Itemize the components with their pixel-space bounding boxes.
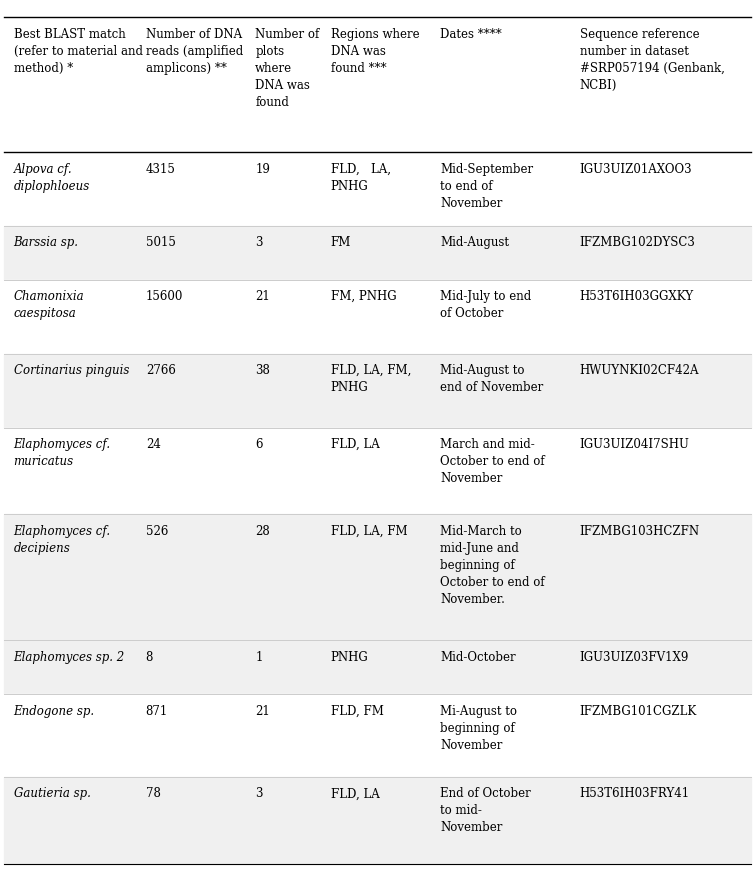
Text: 526: 526 xyxy=(146,525,168,538)
Text: Elaphomyces cf.
decipiens: Elaphomyces cf. decipiens xyxy=(14,525,111,555)
Text: Chamonixia
caespitosa: Chamonixia caespitosa xyxy=(14,290,85,321)
Text: Mid-August to
end of November: Mid-August to end of November xyxy=(440,364,544,395)
Text: 21: 21 xyxy=(255,705,270,718)
Text: FLD,   LA,
PNHG: FLD, LA, PNHG xyxy=(331,163,390,193)
Text: H53T6IH03FRY41: H53T6IH03FRY41 xyxy=(580,787,690,800)
Text: Elaphomyces cf.
muricatus: Elaphomyces cf. muricatus xyxy=(14,438,111,468)
Text: Endogone sp.: Endogone sp. xyxy=(14,705,94,718)
Text: FLD, LA, FM,
PNHG: FLD, LA, FM, PNHG xyxy=(331,364,411,395)
Bar xyxy=(4,17,751,152)
Text: March and mid-
October to end of
November: March and mid- October to end of Novembe… xyxy=(440,438,545,485)
Text: H53T6IH03GGXKY: H53T6IH03GGXKY xyxy=(580,290,694,303)
Bar xyxy=(4,226,751,280)
Bar xyxy=(4,777,751,864)
Text: IFZMBG102DYSC3: IFZMBG102DYSC3 xyxy=(580,236,695,249)
Text: 21: 21 xyxy=(255,290,270,303)
Text: Barssia sp.: Barssia sp. xyxy=(14,236,79,249)
Text: Alpova cf.
diplophloeus: Alpova cf. diplophloeus xyxy=(14,163,90,193)
Text: End of October
to mid-
November: End of October to mid- November xyxy=(440,787,531,834)
Text: Mi-August to
beginning of
November: Mi-August to beginning of November xyxy=(440,705,517,752)
Text: Best BLAST match
(refer to material and
method) *: Best BLAST match (refer to material and … xyxy=(14,28,143,75)
Text: Mid-March to
mid-June and
beginning of
October to end of
November.: Mid-March to mid-June and beginning of O… xyxy=(440,525,545,606)
Text: 2766: 2766 xyxy=(146,364,176,377)
Bar xyxy=(4,640,751,694)
Text: PNHG: PNHG xyxy=(331,651,368,664)
Text: 5015: 5015 xyxy=(146,236,176,249)
Bar xyxy=(4,514,751,640)
Bar xyxy=(4,280,751,354)
Bar xyxy=(4,428,751,514)
Text: FLD, LA, FM: FLD, LA, FM xyxy=(331,525,407,538)
Bar xyxy=(4,152,751,226)
Text: FLD, LA: FLD, LA xyxy=(331,787,380,800)
Text: Number of DNA
reads (amplified
amplicons) **: Number of DNA reads (amplified amplicons… xyxy=(146,28,243,75)
Text: 4315: 4315 xyxy=(146,163,176,176)
Text: 8: 8 xyxy=(146,651,153,664)
Text: Elaphomyces sp. 2: Elaphomyces sp. 2 xyxy=(14,651,125,664)
Text: Mid-September
to end of
November: Mid-September to end of November xyxy=(440,163,533,209)
Text: 15600: 15600 xyxy=(146,290,183,303)
Text: 24: 24 xyxy=(146,438,161,451)
Text: 1: 1 xyxy=(255,651,263,664)
Text: IGU3UIZ01AXOO3: IGU3UIZ01AXOO3 xyxy=(580,163,692,176)
Text: FLD, FM: FLD, FM xyxy=(331,705,384,718)
Text: HWUYNKI02CF42A: HWUYNKI02CF42A xyxy=(580,364,699,377)
Text: 871: 871 xyxy=(146,705,168,718)
Text: Number of
plots
where
DNA was
found: Number of plots where DNA was found xyxy=(255,28,319,109)
Text: 38: 38 xyxy=(255,364,270,377)
Text: Sequence reference
number in dataset
#SRP057194 (Genbank,
NCBI): Sequence reference number in dataset #SR… xyxy=(580,28,725,92)
Text: FLD, LA: FLD, LA xyxy=(331,438,380,451)
Text: Mid-July to end
of October: Mid-July to end of October xyxy=(440,290,532,321)
Text: IGU3UIZ03FV1X9: IGU3UIZ03FV1X9 xyxy=(580,651,689,664)
Text: Gautieria sp.: Gautieria sp. xyxy=(14,787,91,800)
Text: Mid-August: Mid-August xyxy=(440,236,509,249)
Text: 3: 3 xyxy=(255,236,263,249)
Text: 3: 3 xyxy=(255,787,263,800)
Text: Mid-October: Mid-October xyxy=(440,651,516,664)
Text: 6: 6 xyxy=(255,438,263,451)
Text: Cortinarius pinguis: Cortinarius pinguis xyxy=(14,364,129,377)
Bar xyxy=(4,694,751,777)
Text: IFZMBG101CGZLK: IFZMBG101CGZLK xyxy=(580,705,697,718)
Text: Regions where
DNA was
found ***: Regions where DNA was found *** xyxy=(331,28,419,75)
Text: IFZMBG103HCZFN: IFZMBG103HCZFN xyxy=(580,525,700,538)
Text: FM: FM xyxy=(331,236,351,249)
Text: 28: 28 xyxy=(255,525,270,538)
Text: IGU3UIZ04I7SHU: IGU3UIZ04I7SHU xyxy=(580,438,690,451)
Text: Dates ****: Dates **** xyxy=(440,28,502,41)
Text: 19: 19 xyxy=(255,163,270,176)
Text: FM, PNHG: FM, PNHG xyxy=(331,290,396,303)
Bar xyxy=(4,354,751,428)
Text: 78: 78 xyxy=(146,787,161,800)
